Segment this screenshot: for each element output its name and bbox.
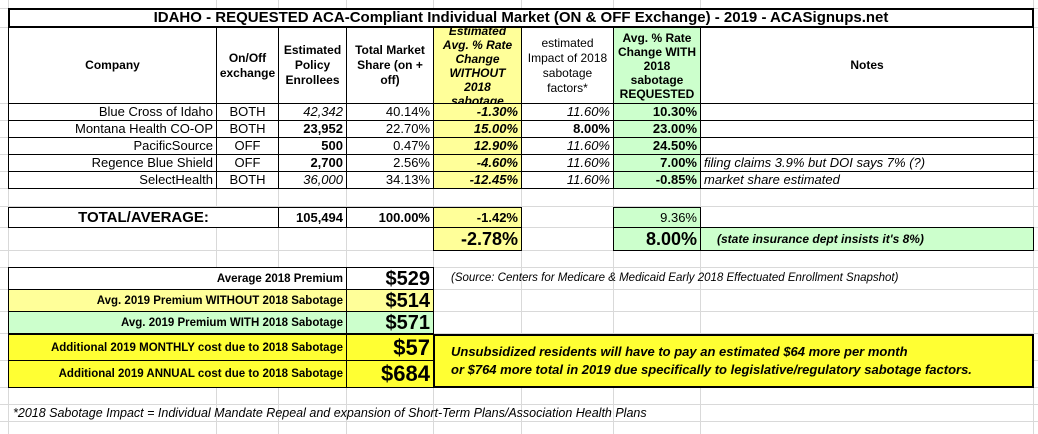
- header-notes: Notes: [700, 27, 1034, 104]
- cell-with: 10.30%: [613, 103, 701, 121]
- cell-without: 15.00%: [433, 120, 522, 138]
- cell-share: 34.13%: [346, 171, 434, 189]
- cell-enrollees: 36,000: [278, 171, 347, 189]
- cell-notes: [700, 137, 1034, 155]
- premium-label: Additional 2019 MONTHLY cost due to 2018…: [8, 334, 347, 361]
- header-rate-without: Estimated Avg. % Rate Change WITHOUT 201…: [433, 27, 522, 104]
- cell-enrollees: 23,952: [278, 120, 347, 138]
- cell-notes: [700, 120, 1034, 138]
- cell-enrollees: 2,700: [278, 154, 347, 172]
- cell-without: -4.60%: [433, 154, 522, 172]
- cell-with: 24.50%: [613, 137, 701, 155]
- cell-exchange: BOTH: [216, 171, 279, 189]
- cell-with: -0.85%: [613, 171, 701, 189]
- cell-company: Regence Blue Shield: [8, 154, 217, 172]
- cell-share: 0.47%: [346, 137, 434, 155]
- cell-impact: 11.60%: [521, 171, 614, 189]
- cell-enrollees: 500: [278, 137, 347, 155]
- cell-exchange: OFF: [216, 154, 279, 172]
- cell-company: PacificSource: [8, 137, 217, 155]
- header-rate-with: Avg. % Rate Change WITH 2018 sabotage RE…: [613, 27, 701, 104]
- premium-value: $571: [346, 311, 434, 334]
- header-market-share: Total Market Share (on + off): [346, 27, 434, 104]
- premium-value: $57: [346, 334, 434, 361]
- header-impact: estimated Impact of 2018 sabotage factor…: [521, 27, 614, 104]
- cell-with: 23.00%: [613, 120, 701, 138]
- cell-without: 12.90%: [433, 137, 522, 155]
- cell-notes: filing claims 3.9% but DOI says 7% (?): [700, 154, 1034, 172]
- gridline: [0, 311, 1038, 312]
- total-share: 100.00%: [346, 207, 434, 228]
- cell-impact: 11.60%: [521, 103, 614, 121]
- cell-exchange: OFF: [216, 137, 279, 155]
- cell-company: Blue Cross of Idaho: [8, 103, 217, 121]
- cell-without: -12.45%: [433, 171, 522, 189]
- total-label: TOTAL/AVERAGE:: [8, 207, 279, 228]
- premium-value: $514: [346, 289, 434, 312]
- gridline: [0, 267, 1038, 268]
- summary-box: Unsubsidized residents will have to pay …: [433, 334, 1034, 388]
- total-enrollees: 105,494: [278, 207, 347, 228]
- cell-impact: 8.00%: [521, 120, 614, 138]
- gridline: [0, 206, 1038, 207]
- summary-line-1: Unsubsidized residents will have to pay …: [451, 344, 908, 359]
- gridline: [0, 404, 1038, 405]
- cell-share: 22.70%: [346, 120, 434, 138]
- header-enrollees: Estimated Policy Enrollees: [278, 27, 347, 104]
- premium-label: Avg. 2019 Premium WITH 2018 Sabotage: [8, 311, 347, 334]
- total-rate-with: 9.36%: [613, 207, 701, 228]
- cell-exchange: BOTH: [216, 120, 279, 138]
- cell-notes: market share estimated: [700, 171, 1034, 189]
- cell-without: -1.30%: [433, 103, 522, 121]
- header-company: Company: [8, 27, 217, 104]
- gridline: [0, 289, 1038, 290]
- alt-rate-without: -2.78%: [433, 227, 522, 251]
- cell-impact: 11.60%: [521, 154, 614, 172]
- cell-share: 2.56%: [346, 154, 434, 172]
- premium-label: Average 2018 Premium: [8, 267, 347, 290]
- gridline: [0, 333, 1038, 334]
- cell-share: 40.14%: [346, 103, 434, 121]
- source-note: (Source: Centers for Medicare & Medicaid…: [451, 272, 899, 284]
- table-title: IDAHO - REQUESTED ACA-Compliant Individu…: [8, 8, 1034, 28]
- cell-enrollees: 42,342: [278, 103, 347, 121]
- premium-value: $684: [346, 360, 434, 388]
- header-exchange: On/Off exchange: [216, 27, 279, 104]
- summary-line-2: or $764 more total in 2019 due specifica…: [451, 362, 972, 377]
- cell-exchange: BOTH: [216, 103, 279, 121]
- cell-company: SelectHealth: [8, 171, 217, 189]
- cell-impact: 11.60%: [521, 137, 614, 155]
- cell-with: 7.00%: [613, 154, 701, 172]
- premium-value: $529: [346, 267, 434, 290]
- gridline: [1033, 0, 1034, 434]
- cell-notes: [700, 103, 1034, 121]
- alt-rate-with: 8.00%: [613, 227, 701, 251]
- premium-label: Additional 2019 ANNUAL cost due to 2018 …: [8, 360, 347, 388]
- cell-company: Montana Health CO-OP: [8, 120, 217, 138]
- alt-rate-with-note: (state insurance dept insists it's 8%): [700, 227, 1034, 251]
- premium-label: Avg. 2019 Premium WITHOUT 2018 Sabotage: [8, 289, 347, 312]
- total-rate-without: -1.42%: [433, 207, 522, 228]
- footnote: *2018 Sabotage Impact = Individual Manda…: [13, 406, 647, 420]
- gridline: [0, 421, 1038, 422]
